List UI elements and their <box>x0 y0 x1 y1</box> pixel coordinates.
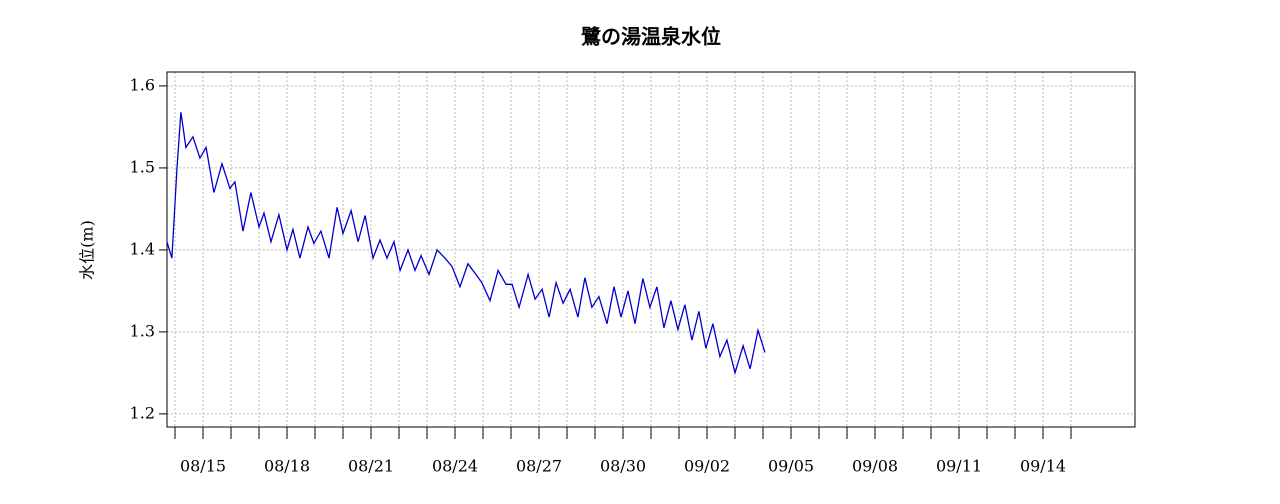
x-tick-label: 09/14 <box>1020 457 1066 476</box>
x-tick-label: 08/18 <box>264 457 310 476</box>
y-tick-label: 1.4 <box>130 239 155 258</box>
plot-frame <box>166 71 1136 428</box>
y-tick-label: 1.6 <box>130 75 155 94</box>
y-axis-label: 水位(m) <box>78 220 97 280</box>
y-tick-label: 1.3 <box>130 321 155 340</box>
x-tick-label: 09/02 <box>684 457 730 476</box>
y-tick-label: 1.5 <box>130 157 155 176</box>
x-tick-label: 08/30 <box>600 457 646 476</box>
x-tick-label: 09/08 <box>852 457 898 476</box>
data-line <box>166 112 766 376</box>
x-tick-label: 09/05 <box>768 457 814 476</box>
x-tick-label: 08/15 <box>180 457 226 476</box>
x-tick-label: 08/21 <box>348 457 394 476</box>
chart-title: 鷺の湯温泉水位 <box>581 25 721 49</box>
x-tick-label: 08/24 <box>432 457 478 476</box>
y-tick-label: 1.2 <box>130 403 155 422</box>
x-tick-label: 09/11 <box>936 457 982 476</box>
x-tick-label: 08/27 <box>516 457 562 476</box>
